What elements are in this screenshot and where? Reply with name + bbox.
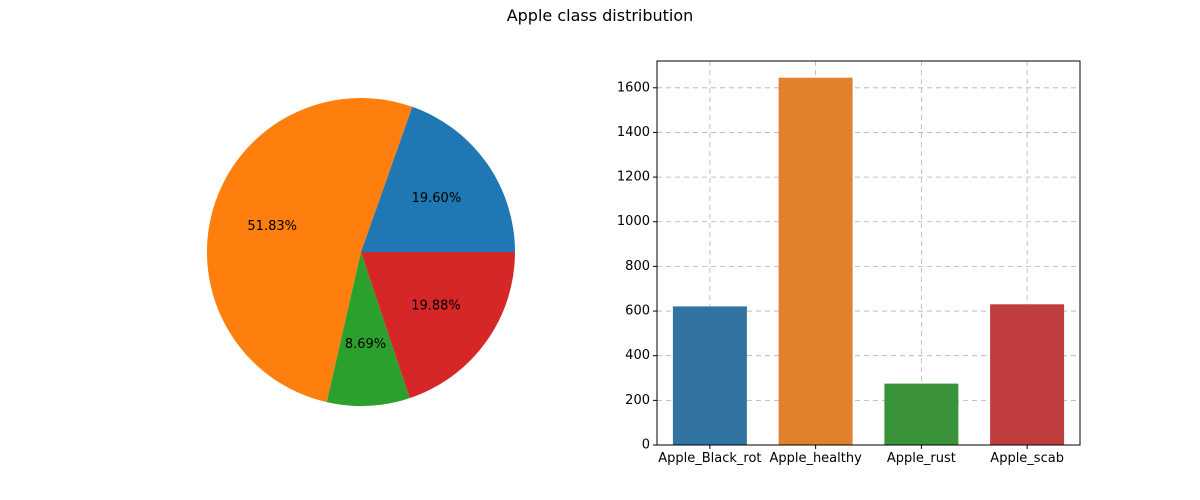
x-tick-label: Apple_rust [887,451,956,466]
bar-apple-scab [990,304,1065,445]
bar-apple-rust [884,383,959,445]
y-tick-label: 200 [625,393,650,408]
bar-axes-frame [656,60,1081,446]
y-tick-label: 1400 [617,125,650,140]
pie-slice-apple-black-rot [361,106,515,252]
bar-apple-black-rot [672,306,747,445]
y-tick-label: 800 [625,259,650,274]
pie-slice-apple-healthy [206,97,413,403]
y-tick-label: 600 [625,304,650,319]
pie-slice-apple-rust [326,252,410,406]
x-tick-label: Apple_scab [990,451,1064,466]
pie-slice-label: 51.83% [247,219,297,234]
y-tick-label: 1200 [617,170,650,185]
y-tick-label: 1600 [617,80,650,95]
y-tick-label: 0 [642,438,650,453]
pie-slice-label: 8.69% [345,337,386,352]
pie-slice-label: 19.88% [411,299,461,314]
figure-title: Apple class distribution [506,6,694,25]
pie-slice-label: 19.60% [412,191,462,206]
bar-apple-healthy [778,77,853,445]
y-tick-label: 400 [625,348,650,363]
x-tick-label: Apple_Black_rot [658,451,761,466]
x-tick-label: Apple_healthy [769,451,862,466]
pie-slice-apple-scab [361,252,515,399]
y-tick-label: 1000 [617,214,650,229]
